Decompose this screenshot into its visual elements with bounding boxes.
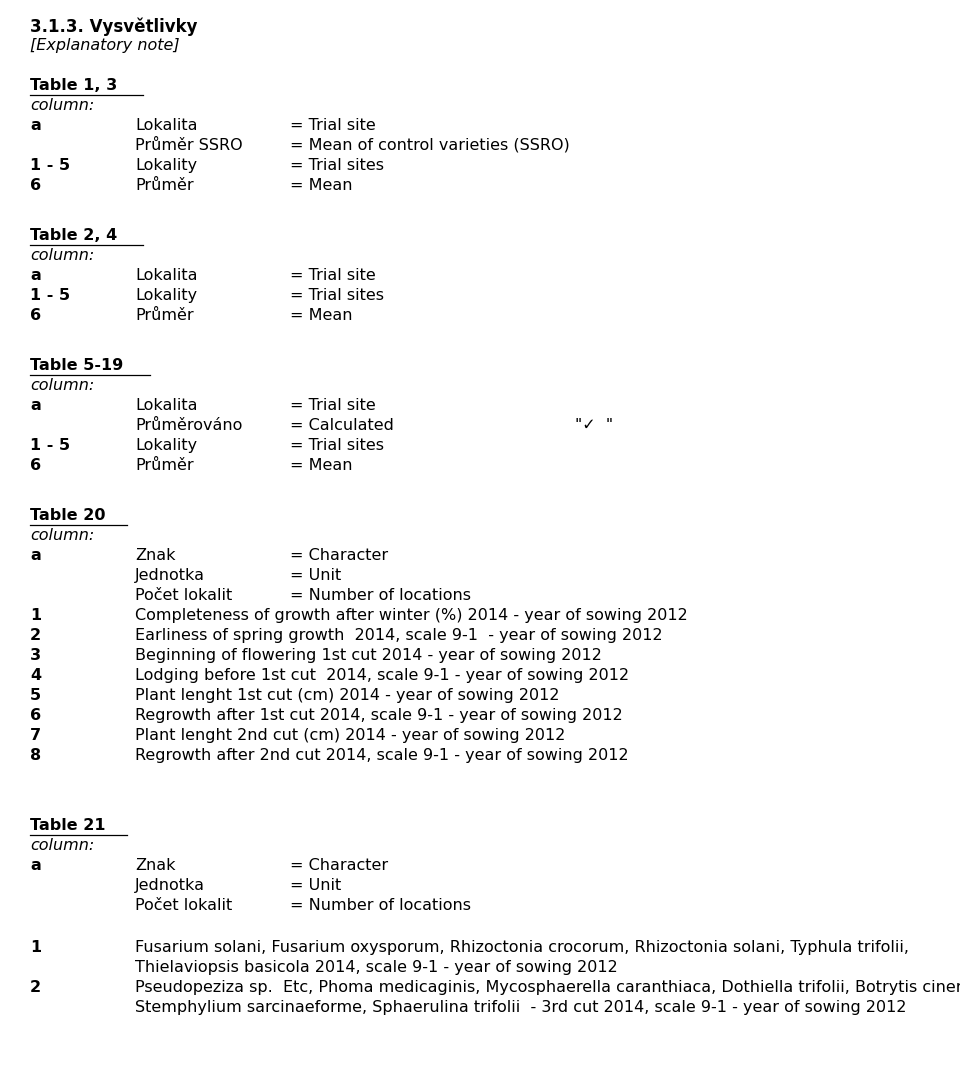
Text: 6: 6 <box>30 458 41 473</box>
Text: Regrowth after 2nd cut 2014, scale 9-1 - year of sowing 2012: Regrowth after 2nd cut 2014, scale 9-1 -… <box>135 748 629 763</box>
Text: = Character: = Character <box>290 858 388 873</box>
Text: Pseudopeziza sp.  Etc, Phoma medicaginis, Mycosphaerella caranthiaca, Dothiella : Pseudopeziza sp. Etc, Phoma medicaginis,… <box>135 980 960 995</box>
Text: Průměr: Průměr <box>135 458 194 473</box>
Text: column:: column: <box>30 378 94 393</box>
Text: a: a <box>30 118 40 133</box>
Text: Průměrováno: Průměrováno <box>135 418 242 433</box>
Text: column:: column: <box>30 838 94 853</box>
Text: = Trial sites: = Trial sites <box>290 288 384 303</box>
Text: Table 20: Table 20 <box>30 508 106 523</box>
Text: = Trial sites: = Trial sites <box>290 438 384 453</box>
Text: Znak: Znak <box>135 858 176 873</box>
Text: Lokality: Lokality <box>135 288 197 303</box>
Text: a: a <box>30 548 40 563</box>
Text: Lokalita: Lokalita <box>135 118 198 133</box>
Text: Completeness of growth after winter (%) 2014 - year of sowing 2012: Completeness of growth after winter (%) … <box>135 608 687 623</box>
Text: 6: 6 <box>30 178 41 193</box>
Text: = Mean: = Mean <box>290 308 352 323</box>
Text: Průměr: Průměr <box>135 308 194 323</box>
Text: Lokality: Lokality <box>135 438 197 453</box>
Text: 1 - 5: 1 - 5 <box>30 288 70 303</box>
Text: "✓  ": "✓ " <box>575 418 613 433</box>
Text: Průměr: Průměr <box>135 178 194 193</box>
Text: 2: 2 <box>30 980 41 995</box>
Text: 7: 7 <box>30 728 41 743</box>
Text: Lokalita: Lokalita <box>135 398 198 413</box>
Text: = Number of locations: = Number of locations <box>290 588 471 603</box>
Text: Lokality: Lokality <box>135 158 197 172</box>
Text: 2: 2 <box>30 628 41 642</box>
Text: a: a <box>30 398 40 413</box>
Text: Plant lenght 1st cut (cm) 2014 - year of sowing 2012: Plant lenght 1st cut (cm) 2014 - year of… <box>135 688 560 703</box>
Text: Plant lenght 2nd cut (cm) 2014 - year of sowing 2012: Plant lenght 2nd cut (cm) 2014 - year of… <box>135 728 565 743</box>
Text: a: a <box>30 858 40 873</box>
Text: Počet lokalit: Počet lokalit <box>135 898 232 913</box>
Text: Jednotka: Jednotka <box>135 568 205 583</box>
Text: Počet lokalit: Počet lokalit <box>135 588 232 603</box>
Text: = Mean: = Mean <box>290 178 352 193</box>
Text: 1: 1 <box>30 940 41 955</box>
Text: Průměr SSRO: Průměr SSRO <box>135 138 243 153</box>
Text: 3.1.3. Vysvětlivky: 3.1.3. Vysvětlivky <box>30 18 198 37</box>
Text: = Trial site: = Trial site <box>290 398 375 413</box>
Text: 4: 4 <box>30 668 41 683</box>
Text: column:: column: <box>30 248 94 263</box>
Text: 6: 6 <box>30 308 41 323</box>
Text: Lodging before 1st cut  2014, scale 9-1 - year of sowing 2012: Lodging before 1st cut 2014, scale 9-1 -… <box>135 668 629 683</box>
Text: Thielaviopsis basicola 2014, scale 9-1 - year of sowing 2012: Thielaviopsis basicola 2014, scale 9-1 -… <box>135 960 617 975</box>
Text: [Explanatory note]: [Explanatory note] <box>30 38 180 53</box>
Text: 1 - 5: 1 - 5 <box>30 438 70 453</box>
Text: Table 2, 4: Table 2, 4 <box>30 229 117 243</box>
Text: column:: column: <box>30 528 94 543</box>
Text: 6: 6 <box>30 708 41 723</box>
Text: Table 5-19: Table 5-19 <box>30 358 123 373</box>
Text: 1 - 5: 1 - 5 <box>30 158 70 172</box>
Text: 5: 5 <box>30 688 41 703</box>
Text: = Number of locations: = Number of locations <box>290 898 471 913</box>
Text: = Unit: = Unit <box>290 568 341 583</box>
Text: 1: 1 <box>30 608 41 623</box>
Text: Znak: Znak <box>135 548 176 563</box>
Text: = Mean: = Mean <box>290 458 352 473</box>
Text: Lokalita: Lokalita <box>135 268 198 284</box>
Text: Table 1, 3: Table 1, 3 <box>30 78 117 93</box>
Text: Stemphylium sarcinaeforme, Sphaerulina trifolii  - 3rd cut 2014, scale 9-1 - yea: Stemphylium sarcinaeforme, Sphaerulina t… <box>135 1000 906 1015</box>
Text: = Character: = Character <box>290 548 388 563</box>
Text: Beginning of flowering 1st cut 2014 - year of sowing 2012: Beginning of flowering 1st cut 2014 - ye… <box>135 648 602 663</box>
Text: Fusarium solani, Fusarium oxysporum, Rhizoctonia crocorum, Rhizoctonia solani, T: Fusarium solani, Fusarium oxysporum, Rhi… <box>135 940 909 955</box>
Text: 8: 8 <box>30 748 41 763</box>
Text: a: a <box>30 268 40 284</box>
Text: 3: 3 <box>30 648 41 663</box>
Text: = Mean of control varieties (SSRO): = Mean of control varieties (SSRO) <box>290 138 569 153</box>
Text: Table 21: Table 21 <box>30 818 106 833</box>
Text: column:: column: <box>30 98 94 113</box>
Text: Earliness of spring growth  2014, scale 9-1  - year of sowing 2012: Earliness of spring growth 2014, scale 9… <box>135 628 662 642</box>
Text: = Trial sites: = Trial sites <box>290 158 384 172</box>
Text: = Unit: = Unit <box>290 877 341 893</box>
Text: Regrowth after 1st cut 2014, scale 9-1 - year of sowing 2012: Regrowth after 1st cut 2014, scale 9-1 -… <box>135 708 623 723</box>
Text: = Trial site: = Trial site <box>290 118 375 133</box>
Text: = Calculated: = Calculated <box>290 418 394 433</box>
Text: Jednotka: Jednotka <box>135 877 205 893</box>
Text: = Trial site: = Trial site <box>290 268 375 284</box>
